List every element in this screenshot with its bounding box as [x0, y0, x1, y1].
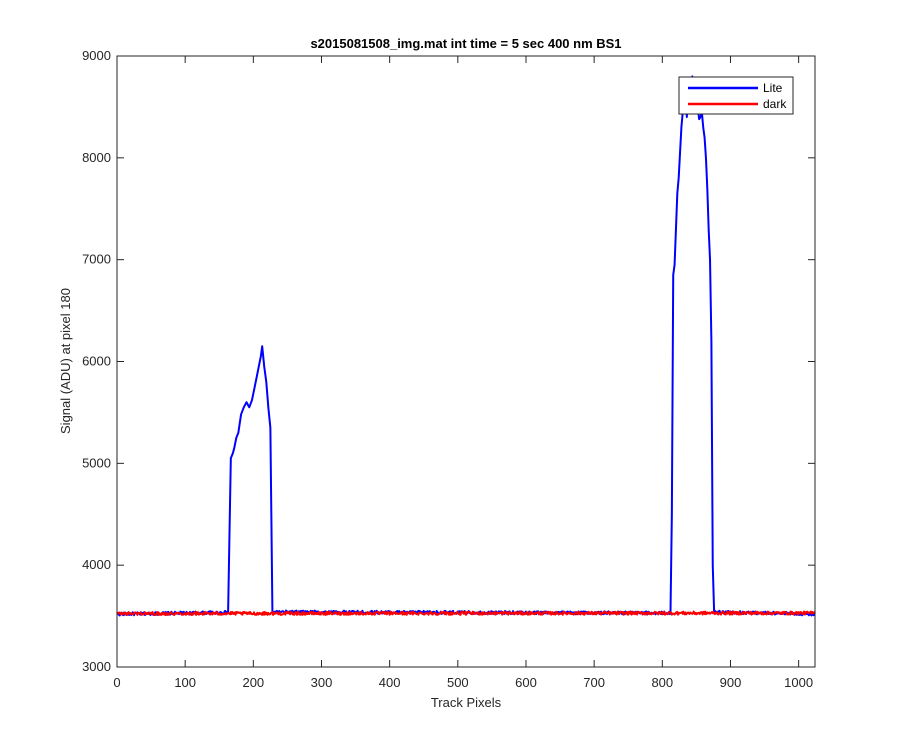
x-axis-label: Track Pixels	[431, 695, 502, 710]
x-tick-label: 200	[242, 675, 264, 690]
x-tick-label: 900	[720, 675, 742, 690]
y-tick-label: 5000	[82, 455, 111, 470]
series-layer	[116, 75, 816, 617]
y-axis: 3000 4000 5000 6000 7000 8000 9000	[82, 48, 815, 674]
y-tick-label: 7000	[82, 252, 111, 267]
y-tick-label: 3000	[82, 659, 111, 674]
x-tick-label: 300	[311, 675, 333, 690]
y-axis-label: Signal (ADU) at pixel 180	[58, 288, 73, 434]
x-axis: 0 100 200 300 400 500 600 700 800 900 1000	[113, 56, 813, 690]
x-tick-label: 400	[379, 675, 401, 690]
y-tick-label: 6000	[82, 354, 111, 369]
legend-label-dark: dark	[763, 97, 787, 111]
x-tick-label: 500	[447, 675, 469, 690]
x-tick-label: 600	[515, 675, 537, 690]
x-tick-label: 700	[583, 675, 605, 690]
legend-label-lite: Lite	[763, 81, 783, 95]
y-tick-label: 9000	[82, 48, 111, 63]
x-tick-label: 100	[174, 675, 196, 690]
x-tick-label: 0	[113, 675, 120, 690]
x-tick-label: 800	[651, 675, 673, 690]
plot-area	[117, 56, 815, 667]
y-tick-label: 8000	[82, 150, 111, 165]
legend-box	[678, 76, 794, 115]
legend: Lite dark	[678, 76, 794, 115]
x-tick-label: 1000	[784, 675, 813, 690]
y-tick-label: 4000	[82, 557, 111, 572]
series-line-dark	[116, 610, 816, 617]
chart-title: s2015081508_img.mat int time = 5 sec 400…	[310, 36, 621, 51]
